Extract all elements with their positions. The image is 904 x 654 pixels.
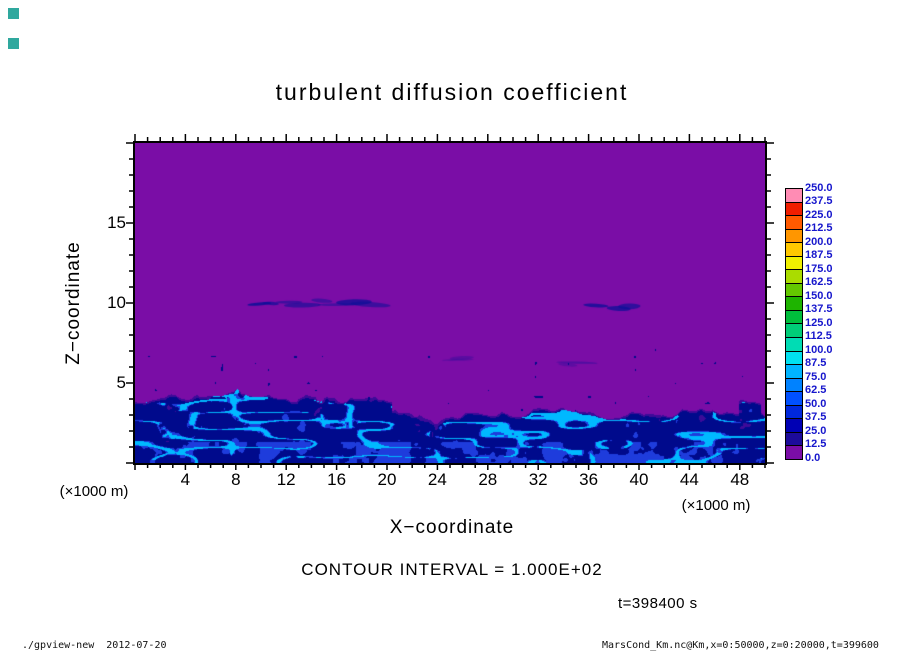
colorbar-level-label: 112.5 bbox=[805, 330, 832, 342]
colorbar-level-label: 50.0 bbox=[805, 397, 827, 410]
screen-artifact-square-1 bbox=[8, 8, 19, 19]
x-tick-label: 40 bbox=[629, 470, 649, 489]
x-tick-label: 48 bbox=[730, 470, 750, 489]
colorbar-level-label: 0.0 bbox=[805, 451, 821, 464]
colorbar-cell bbox=[786, 404, 802, 419]
colorbar-level-label: 62.5 bbox=[805, 384, 827, 396]
time-label: t=398400 s bbox=[618, 595, 698, 612]
heatmap-canvas bbox=[135, 143, 765, 463]
colorbar-level-label: 225.0 bbox=[805, 208, 833, 221]
colorbar-cell bbox=[786, 337, 802, 351]
colorbar-level-label: 200.0 bbox=[805, 235, 833, 248]
colorbar-cell bbox=[786, 282, 802, 297]
colorbar bbox=[785, 188, 803, 460]
x-tick-label: 32 bbox=[528, 470, 548, 489]
x-tick-label: 8 bbox=[231, 470, 241, 489]
x-tick-label: 20 bbox=[377, 470, 397, 489]
colorbar-level-label: 187.5 bbox=[805, 249, 833, 261]
y-axis-label: Z−coordinate bbox=[63, 241, 84, 365]
colorbar-cell bbox=[786, 377, 802, 392]
contour-interval-label: CONTOUR INTERVAL = 1.000E+02 bbox=[301, 560, 603, 579]
colorbar-cell bbox=[786, 418, 802, 432]
x-axis-label: X−coordinate bbox=[389, 517, 515, 538]
colorbar-cell bbox=[786, 431, 802, 446]
colorbar-level-label: 125.0 bbox=[805, 316, 833, 329]
colorbar-level-label: 25.0 bbox=[805, 424, 827, 437]
footer-command-label: ./gpview-new 2012-07-20 bbox=[22, 640, 167, 651]
x-tick-label: 4 bbox=[180, 470, 191, 489]
colorbar-level-label: 87.5 bbox=[805, 357, 827, 369]
z-tick-label: 15 bbox=[107, 213, 126, 232]
colorbar-cell bbox=[786, 228, 802, 243]
z-tick-label: 5 bbox=[116, 373, 126, 392]
z-axis-unit-label: (×1000 m) bbox=[59, 483, 129, 500]
colorbar-level-label: 150.0 bbox=[805, 289, 833, 302]
colorbar-cell bbox=[786, 269, 802, 283]
colorbar-level-label: 162.5 bbox=[805, 276, 833, 288]
colorbar-level-label: 100.0 bbox=[805, 343, 833, 356]
colorbar-cell bbox=[786, 201, 802, 216]
colorbar-level-label: 250.0 bbox=[805, 181, 833, 194]
colorbar-cell bbox=[786, 189, 802, 202]
colorbar-cell bbox=[786, 323, 802, 338]
screen-artifact-square-2 bbox=[8, 38, 19, 49]
colorbar-level-label: 37.5 bbox=[805, 411, 827, 423]
colorbar-cell bbox=[786, 391, 802, 405]
colorbar-level-label: 212.5 bbox=[805, 222, 833, 234]
colorbar-level-label: 237.5 bbox=[805, 195, 833, 207]
colorbar-level-label: 75.0 bbox=[805, 370, 827, 383]
colorbar-level-label: 12.5 bbox=[805, 438, 827, 450]
z-tick-label: 10 bbox=[107, 293, 126, 312]
x-tick-label: 44 bbox=[679, 470, 699, 489]
colorbar-cell bbox=[786, 309, 802, 324]
chart-title: turbulent diffusion coefficient bbox=[275, 79, 629, 105]
colorbar-level-label: 175.0 bbox=[805, 262, 833, 275]
colorbar-cell bbox=[786, 242, 802, 256]
colorbar-cell bbox=[786, 364, 802, 378]
footer-file-label: MarsCond_Km.nc@Km,x=0:50000,z=0:20000,t=… bbox=[602, 640, 879, 651]
colorbar-level-label: 137.5 bbox=[805, 303, 833, 315]
colorbar-cell bbox=[786, 215, 802, 229]
colorbar-cell bbox=[786, 445, 802, 459]
x-axis-unit-label: (×1000 m) bbox=[681, 497, 751, 514]
plot-area bbox=[133, 141, 767, 465]
x-tick-label: 28 bbox=[478, 470, 498, 489]
colorbar-cell bbox=[786, 255, 802, 270]
x-tick-label: 24 bbox=[427, 470, 447, 489]
x-tick-label: 12 bbox=[276, 470, 296, 489]
x-tick-label: 36 bbox=[579, 470, 599, 489]
x-tick-label: 16 bbox=[327, 470, 347, 489]
colorbar-cell bbox=[786, 296, 802, 310]
colorbar-cell bbox=[786, 350, 802, 365]
